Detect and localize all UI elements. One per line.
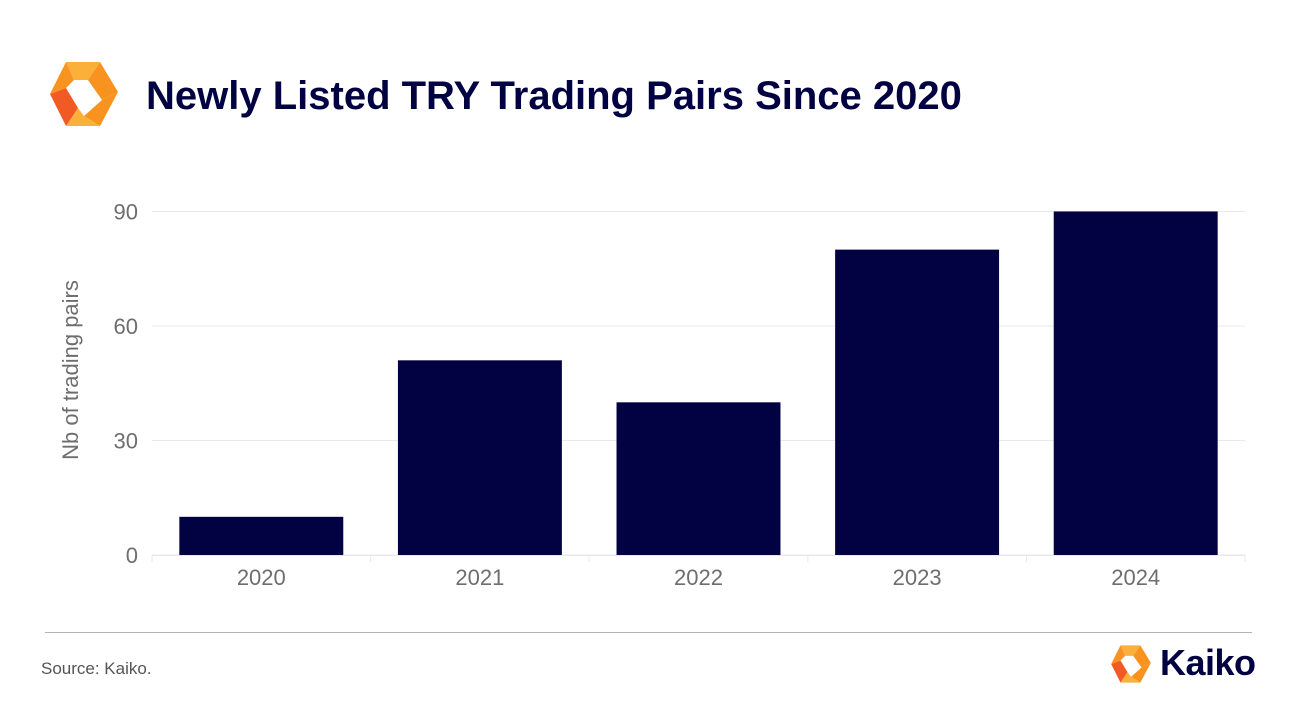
kaiko-logo-icon <box>1111 645 1151 683</box>
bar-2023 <box>835 249 1000 555</box>
x-tick-label: 2020 <box>237 565 286 590</box>
kaiko-logo-icon <box>50 62 118 126</box>
x-tick-label: 2022 <box>674 565 723 590</box>
bar-chart: 0 30 60 90 2020 2021 2022 2023 2024 Nb of tradi… <box>58 199 1246 590</box>
source-note: Source: Kaiko. <box>41 659 152 678</box>
bar-2024 <box>1053 211 1218 556</box>
y-axis-title: Nb of trading pairs <box>58 280 83 460</box>
y-tick-label: 60 <box>114 314 138 339</box>
bar-2022 <box>616 402 781 555</box>
brand-logo: Kaiko <box>1110 642 1260 686</box>
chart-header: Newly Listed TRY Trading Pairs Since 202… <box>0 0 1290 160</box>
y-tick-label: 0 <box>126 543 138 568</box>
x-tick-label: 2023 <box>893 565 942 590</box>
y-axis-ticks: 0 30 60 90 <box>114 199 138 568</box>
y-tick-label: 30 <box>114 428 138 453</box>
x-tick-label: 2021 <box>455 565 504 590</box>
y-tick-label: 90 <box>114 199 138 224</box>
bars <box>179 211 1218 556</box>
bar-2020 <box>179 516 344 555</box>
x-tick-label: 2024 <box>1111 565 1160 590</box>
chart-title: Newly Listed TRY Trading Pairs Since 202… <box>146 74 962 118</box>
brand-name: Kaiko <box>1160 642 1256 683</box>
x-axis-ticks: 2020 2021 2022 2023 2024 <box>237 565 1160 590</box>
footer-divider <box>45 632 1252 633</box>
bar-2021 <box>397 360 562 555</box>
